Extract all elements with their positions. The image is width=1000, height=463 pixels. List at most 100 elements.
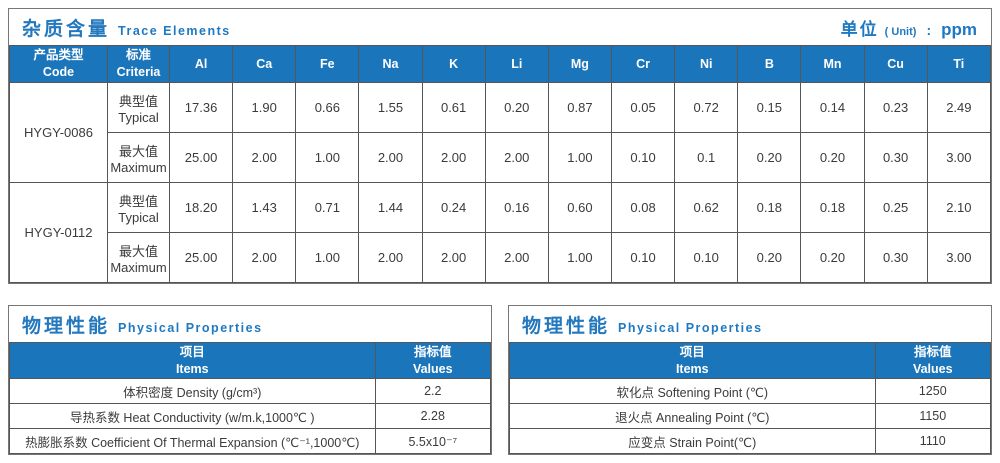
physical-right-title-zh: 物理性能 [522, 315, 611, 337]
trace-header-row: 产品类型 Code 标准 Criteria Al Ca Fe Na K Li M… [9, 45, 992, 83]
col-header-element: Ca [232, 45, 297, 83]
col-header-criteria: 标准 Criteria [107, 45, 170, 83]
value-cell: 3.00 [926, 132, 992, 183]
table-row: 应变点 Strain Point(℃) 1110 [509, 428, 992, 454]
unit-label: 单位 ( Unit) : ppm [841, 15, 977, 40]
unit-colon: : [926, 21, 932, 38]
property-value-cell: 1150 [874, 403, 992, 429]
value-cell: 25.00 [168, 132, 234, 183]
col-header-element: B [737, 45, 802, 83]
criteria-zh: 最大值 [118, 243, 158, 259]
value-cell: 2.00 [484, 232, 549, 283]
criteria-cell: 最大值 Maximum [107, 132, 170, 183]
col-header-items-en: Items [675, 361, 709, 376]
table-row: 软化点 Softening Point (℃) 1250 [509, 378, 992, 404]
value-cell: 0.15 [737, 82, 802, 133]
col-header-element: Li [484, 45, 549, 83]
table-row: 最大值 Maximum 25.00 2.00 1.00 2.00 2.00 2.… [10, 232, 992, 283]
col-header-items-en: Items [175, 361, 209, 376]
value-cell: 0.23 [863, 82, 928, 133]
table-row: HYGY-0086 典型值 Typical 17.36 1.90 0.66 1.… [9, 82, 992, 183]
value-cell: 0.10 [674, 232, 739, 283]
value-cell: 0.1 [674, 132, 739, 183]
value-cell: 0.30 [863, 232, 928, 283]
unit-value: ppm [941, 19, 977, 39]
physical-left-table: 项目 Items 指标值 Values 体积密度 Density (g/cm³)… [9, 342, 492, 454]
value-cell: 2.49 [926, 82, 992, 133]
value-cell: 0.30 [863, 132, 928, 183]
property-value-cell: 1110 [874, 428, 992, 454]
value-cell: 18.20 [168, 182, 234, 233]
criteria-zh: 最大值 [118, 143, 158, 159]
value-cell: 0.18 [800, 182, 865, 233]
value-cell: 1.00 [295, 232, 360, 283]
col-header-code: 产品类型 Code [9, 45, 108, 83]
value-cell: 2.00 [358, 232, 423, 283]
col-header-element: Mg [547, 45, 612, 83]
col-header-values-en: Values [412, 361, 453, 376]
value-cell: 0.87 [547, 82, 612, 133]
property-value-cell: 2.28 [374, 403, 492, 429]
product-code-cell: HYGY-0112 [9, 182, 108, 283]
value-cell: 0.62 [674, 182, 739, 233]
value-cell: 2.10 [926, 182, 992, 233]
value-cell: 2.00 [232, 132, 297, 183]
col-header-values-zh: 指标值 [914, 344, 952, 359]
trace-elements-title: 杂质含量 Trace Elements [22, 14, 231, 41]
value-cell: 0.18 [737, 182, 802, 233]
col-header-items-zh: 项目 [679, 344, 705, 359]
col-header-values-en: Values [912, 361, 953, 376]
value-cell: 0.66 [295, 82, 360, 133]
col-header-criteria-zh: 标准 [125, 48, 151, 63]
col-header-element: Cr [610, 45, 676, 83]
physical-properties-row: 物理性能 Physical Properties 项目 Items 指标值 Va… [8, 305, 992, 455]
value-cell: 0.20 [800, 232, 865, 283]
property-value-cell: 5.5x10⁻⁷ [374, 428, 492, 454]
value-cell: 1.44 [358, 182, 423, 233]
criteria-cell: 典型值 Typical [107, 82, 170, 133]
value-cell: 1.43 [232, 182, 297, 233]
criteria-en: Typical [118, 209, 159, 225]
value-cell: 0.60 [547, 182, 612, 233]
property-item-cell: 应变点 Strain Point(℃) [509, 428, 876, 454]
criteria-en: Maximum [110, 159, 167, 175]
property-value-cell: 1250 [874, 378, 992, 404]
col-header-element: Ni [674, 45, 739, 83]
physical-left-title: 物理性能 Physical Properties [22, 311, 263, 338]
trace-title-zh: 杂质含量 [22, 18, 111, 40]
value-cell: 0.24 [421, 182, 486, 233]
physical-left-title-en: Physical Properties [118, 320, 263, 335]
col-header-element: Al [168, 45, 234, 83]
unit-label-zh: 单位 [840, 19, 879, 39]
value-cell: 0.10 [610, 132, 676, 183]
trace-title-en: Trace Elements [118, 23, 231, 38]
value-cell: 17.36 [168, 82, 234, 133]
value-cell: 1.00 [547, 132, 612, 183]
value-cell: 25.00 [168, 232, 234, 283]
property-item-cell: 体积密度 Density (g/cm³) [9, 378, 376, 404]
physical-properties-section-right: 物理性能 Physical Properties 项目 Items 指标值 Va… [508, 305, 992, 455]
col-header-code-zh: 产品类型 [33, 48, 84, 63]
value-cell: 1.00 [295, 132, 360, 183]
criteria-en: Typical [118, 109, 159, 125]
table-row: 导热系数 Heat Conductivity (w/m.k,1000℃ ) 2.… [9, 403, 492, 429]
unit-label-paren: ( Unit) [884, 25, 917, 38]
value-cell: 0.25 [863, 182, 928, 233]
col-header-element: K [421, 45, 486, 83]
trace-elements-section: 杂质含量 Trace Elements 单位 ( Unit) : ppm 产品类… [8, 8, 992, 284]
table-row: 体积密度 Density (g/cm³) 2.2 [9, 378, 492, 404]
product-code-cell: HYGY-0086 [9, 82, 108, 183]
physical-right-title-en: Physical Properties [618, 320, 763, 335]
physical-left-header-row: 项目 Items 指标值 Values [9, 342, 492, 379]
property-item-cell: 退火点 Annealing Point (℃) [509, 403, 876, 429]
property-item-cell: 热膨胀系数 Coefficient Of Thermal Expansion (… [9, 428, 376, 454]
value-cell: 2.00 [484, 132, 549, 183]
value-cell: 1.90 [232, 82, 297, 133]
col-header-criteria-en: Criteria [116, 65, 161, 79]
col-header-element: Mn [800, 45, 865, 83]
value-cell: 2.00 [358, 132, 423, 183]
value-cell: 2.00 [232, 232, 297, 283]
value-cell: 3.00 [926, 232, 992, 283]
physical-right-table: 项目 Items 指标值 Values 软化点 Softening Point … [509, 342, 992, 454]
